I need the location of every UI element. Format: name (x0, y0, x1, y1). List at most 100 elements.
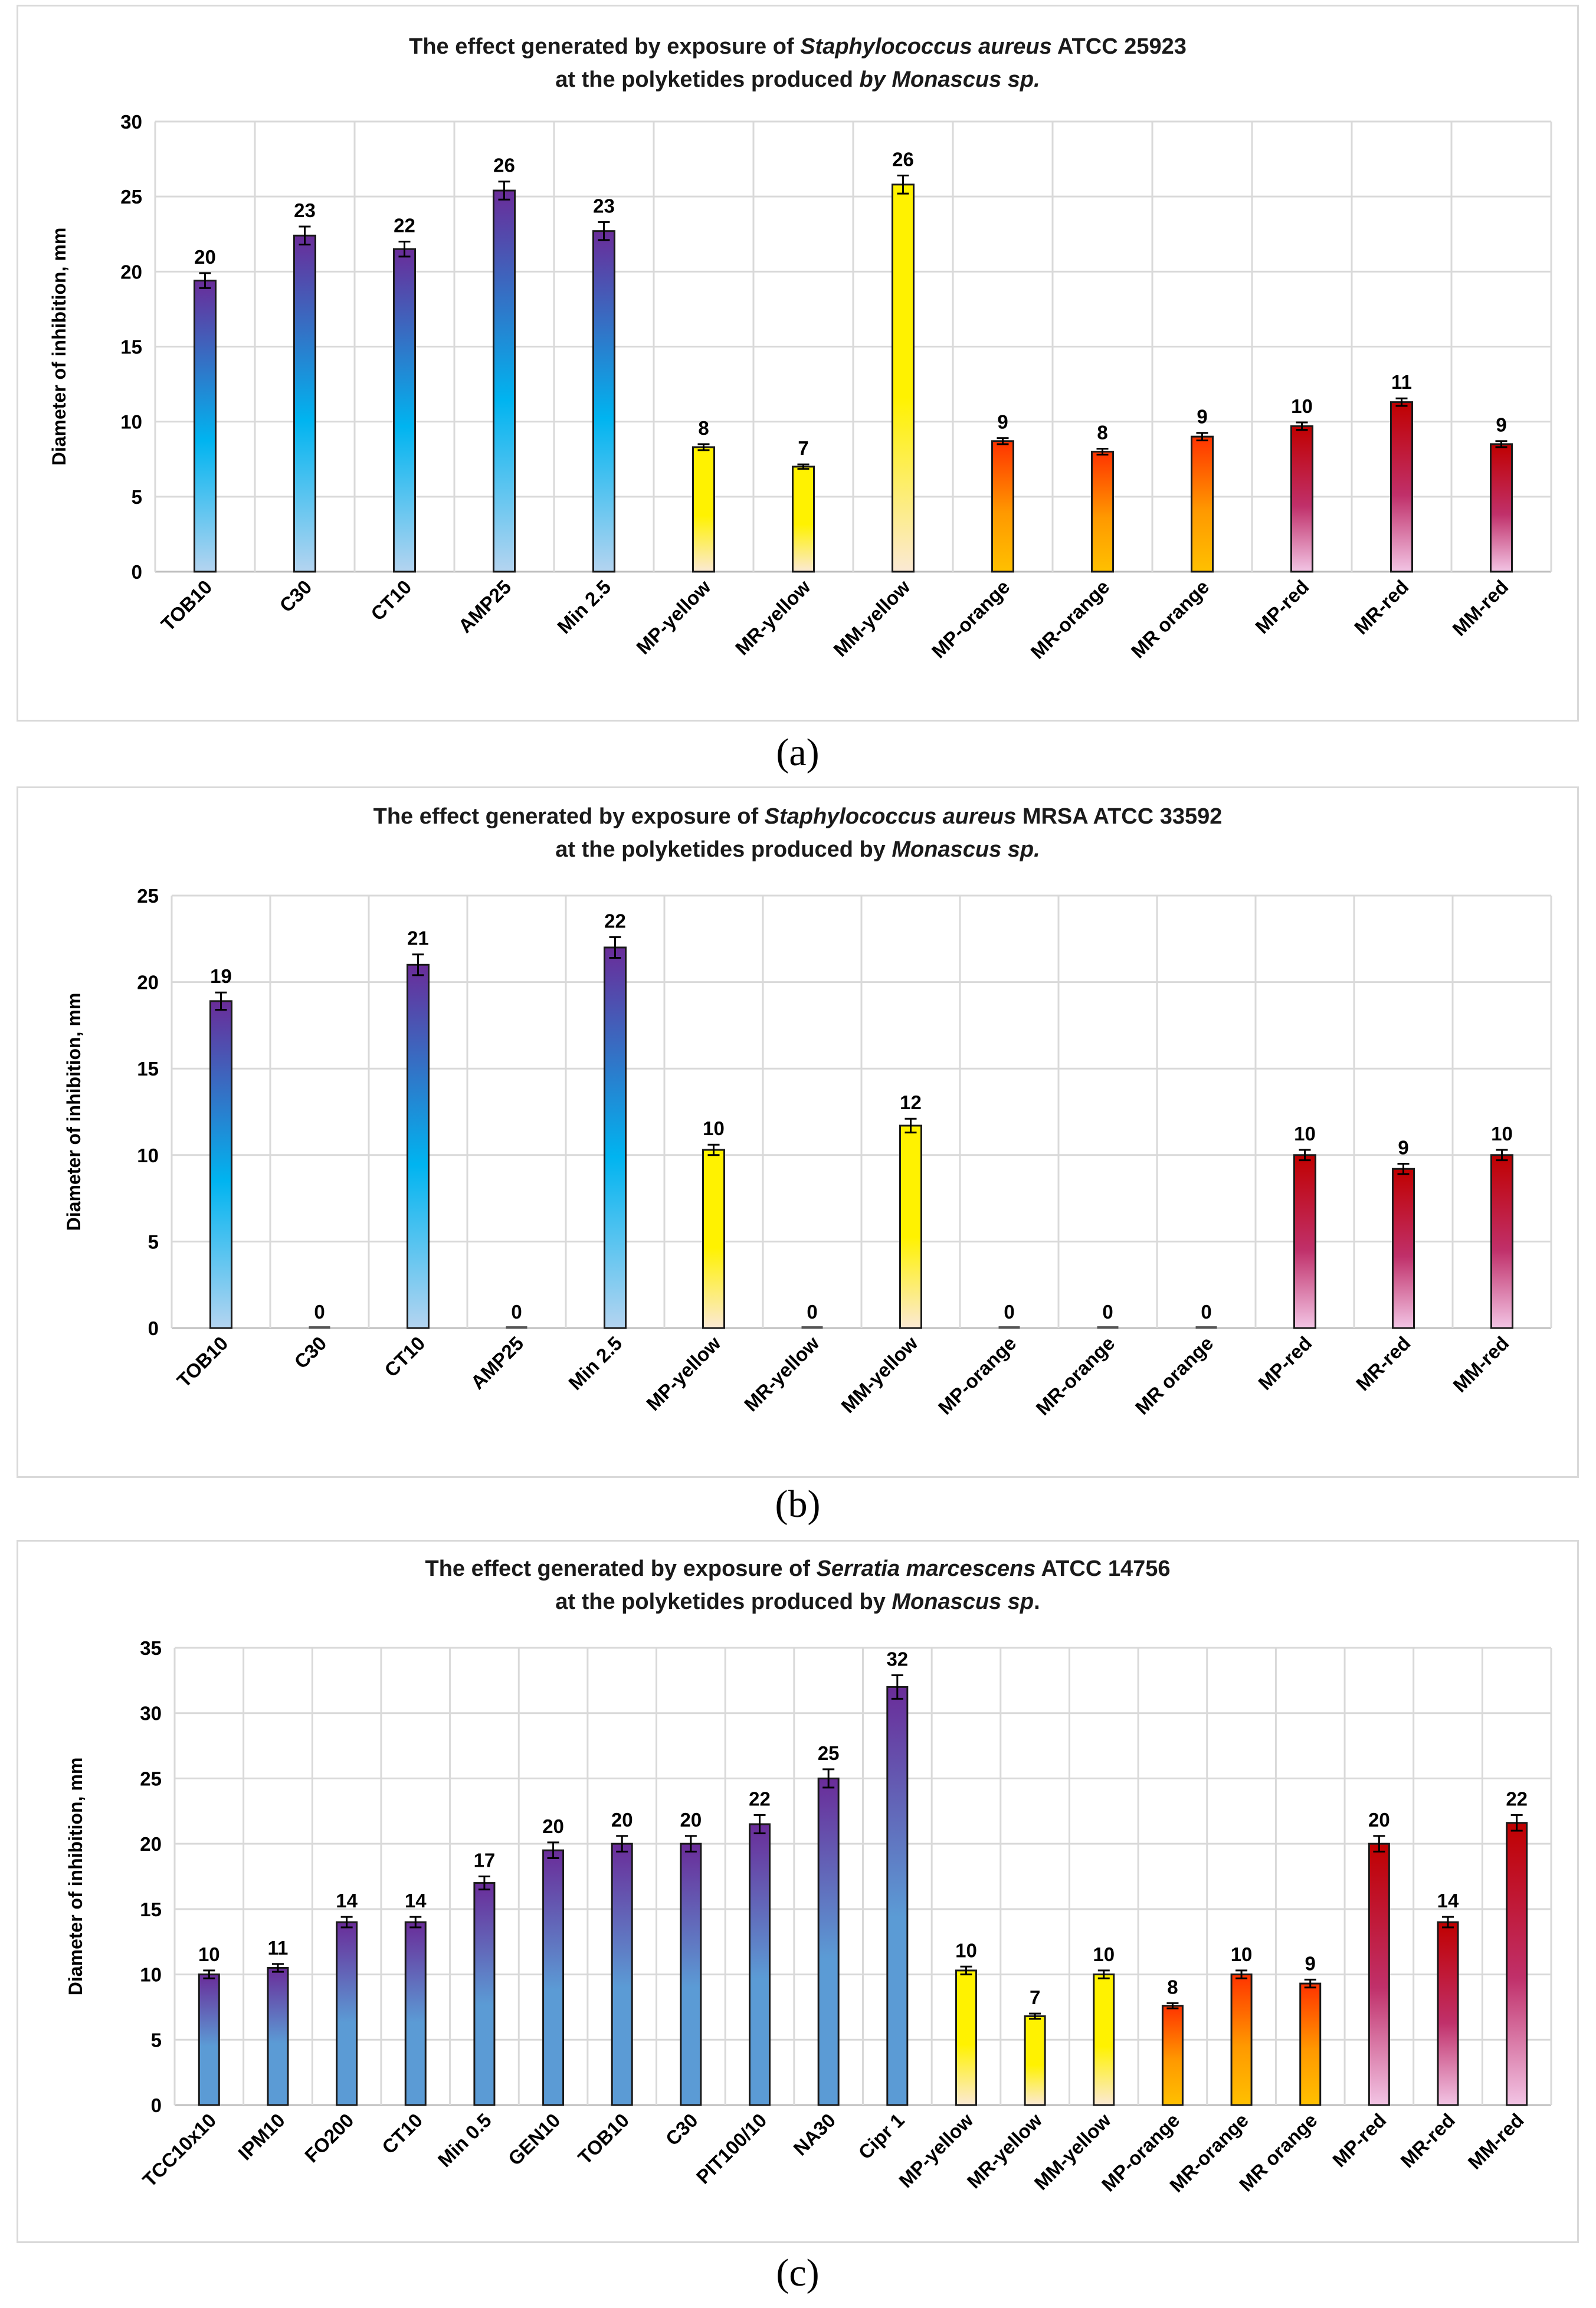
bar-c-15 (1230, 1973, 1253, 2106)
x-tick-label: MR orange (1131, 1332, 1218, 1419)
chart-title-suffix: ATCC 25923 (1052, 34, 1187, 59)
bar-c-2 (336, 1921, 358, 2106)
y-tick-label: 0 (151, 2094, 162, 2116)
bar-b-5 (702, 1149, 725, 1329)
x-tick-label: MR-yellow (740, 1332, 824, 1416)
x-tick-label: AMP25 (454, 576, 515, 637)
x-tick-label: Cipr 1 (854, 2109, 908, 2163)
data-label: 0 (1102, 1301, 1113, 1323)
bar-a-2 (393, 248, 416, 573)
y-axis-label: Diameter of inhibition, mm (63, 993, 84, 1231)
bar-a-8 (991, 440, 1014, 573)
data-label: 11 (1391, 371, 1412, 393)
bar-a-3 (493, 189, 516, 573)
data-label: 22 (394, 214, 415, 236)
chart-title-organism: Serratia marcescens (817, 1556, 1036, 1581)
data-label: 0 (1201, 1301, 1211, 1323)
x-tick-label: IPM10 (234, 2109, 289, 2165)
chart-subtitle-organism: Monascus sp. (892, 837, 1040, 862)
y-tick-label: 15 (140, 1899, 162, 1920)
x-tick-label: MM-yellow (829, 576, 914, 661)
bar-c-18 (1437, 1921, 1459, 2106)
bar-a-0 (194, 280, 217, 573)
x-tick-label: MR-red (1396, 2109, 1459, 2172)
data-label: 10 (703, 1117, 725, 1139)
data-label: 10 (1231, 1943, 1253, 1965)
x-tick-label: MM-yellow (837, 1332, 922, 1417)
x-tick-label: TOB10 (573, 2109, 633, 2169)
chart-panel-a: The effect generated by exposure of Stap… (17, 5, 1579, 722)
x-tick-label: Min 2.5 (553, 576, 615, 638)
data-label: 8 (1097, 421, 1107, 443)
bar-a-4 (592, 230, 615, 573)
data-label: 7 (798, 437, 808, 459)
bar-c-17 (1368, 1843, 1390, 2106)
chart-title: The effect generated by exposure of Stap… (373, 804, 1223, 829)
x-tick-label: GEN10 (504, 2109, 565, 2170)
bar-a-12 (1390, 401, 1413, 573)
bar-a-1 (293, 234, 316, 573)
data-label: 22 (1506, 1788, 1528, 1809)
data-label: 7 (1030, 1986, 1040, 2008)
data-label: 26 (493, 155, 515, 176)
bar-a-10 (1191, 435, 1214, 573)
y-tick-label: 25 (140, 1768, 162, 1789)
chart-subtitle: at the polyketides produced by Monascus … (555, 67, 1040, 92)
chart-subtitle: at the polyketides produced by Monascus … (555, 1589, 1040, 1614)
chart-b-svg: The effect generated by exposure of Stap… (63, 804, 1552, 1419)
chart-title: The effect generated by exposure of Stap… (409, 34, 1187, 59)
y-tick-label: 10 (120, 411, 142, 433)
bar-a-5 (692, 446, 715, 573)
x-tick-label: NA30 (789, 2109, 840, 2160)
data-label: 22 (749, 1788, 771, 1809)
bar-c-14 (1161, 2005, 1184, 2106)
bar-c-9 (817, 1777, 840, 2106)
data-label: 11 (268, 1937, 289, 1959)
chart-title: The effect generated by exposure of Serr… (425, 1556, 1171, 1581)
data-label: 10 (1294, 1123, 1316, 1145)
bar-c-13 (1093, 1973, 1115, 2106)
bar-a-7 (892, 183, 915, 573)
data-label: 0 (314, 1301, 325, 1323)
bar-c-0 (198, 1973, 220, 2106)
x-tick-label: TOB10 (172, 1332, 232, 1392)
data-label: 19 (210, 965, 232, 987)
y-tick-label: 30 (140, 1703, 162, 1725)
chart-subtitle-prefix: at the polyketides produced (555, 67, 859, 92)
bar-a-13 (1490, 443, 1513, 573)
chart-title-suffix: MRSA ATCC 33592 (1016, 804, 1222, 829)
data-label: 9 (1305, 1952, 1316, 1974)
x-tick-label: MM-red (1448, 1332, 1513, 1396)
x-tick-label: TOB10 (156, 576, 216, 635)
x-tick-label: C30 (275, 576, 316, 617)
data-label: 0 (1004, 1301, 1014, 1323)
y-tick-label: 20 (140, 1833, 162, 1855)
bar-c-4 (473, 1882, 496, 2106)
chart-panel-b: The effect generated by exposure of Stap… (17, 786, 1579, 1478)
chart-title-suffix: ATCC 14756 (1035, 1556, 1170, 1581)
x-tick-label: MR orange (1127, 576, 1214, 663)
bar-a-9 (1091, 451, 1114, 573)
data-label: 22 (604, 910, 626, 932)
chart-title-organism: Staphylococcus aureus (765, 804, 1017, 829)
chart-title-prefix: The effect generated by exposure of (373, 804, 765, 829)
bar-c-10 (886, 1686, 909, 2106)
x-tick-label: CT10 (378, 2109, 427, 2158)
x-tick-label: MP-red (1328, 2109, 1390, 2171)
bar-b-0 (209, 1000, 232, 1329)
data-label: 8 (1167, 1976, 1178, 1998)
data-label: 20 (542, 1815, 564, 1837)
bar-c-6 (611, 1843, 633, 2106)
bar-c-3 (404, 1921, 427, 2106)
chart-b-caption: (b) (775, 1483, 821, 1526)
bar-b-2 (407, 963, 430, 1329)
y-tick-label: 5 (132, 486, 142, 508)
y-axis-label: Diameter of inhibition, mm (48, 228, 70, 466)
data-label: 20 (680, 1809, 702, 1831)
x-tick-label: AMP25 (466, 1332, 527, 1394)
y-tick-label: 0 (132, 561, 142, 583)
y-tick-label: 0 (148, 1317, 159, 1339)
x-tick-label: C30 (661, 2109, 702, 2150)
chart-panel-c: The effect generated by exposure of Serr… (17, 1540, 1579, 2243)
x-tick-label: CT10 (380, 1332, 429, 1381)
